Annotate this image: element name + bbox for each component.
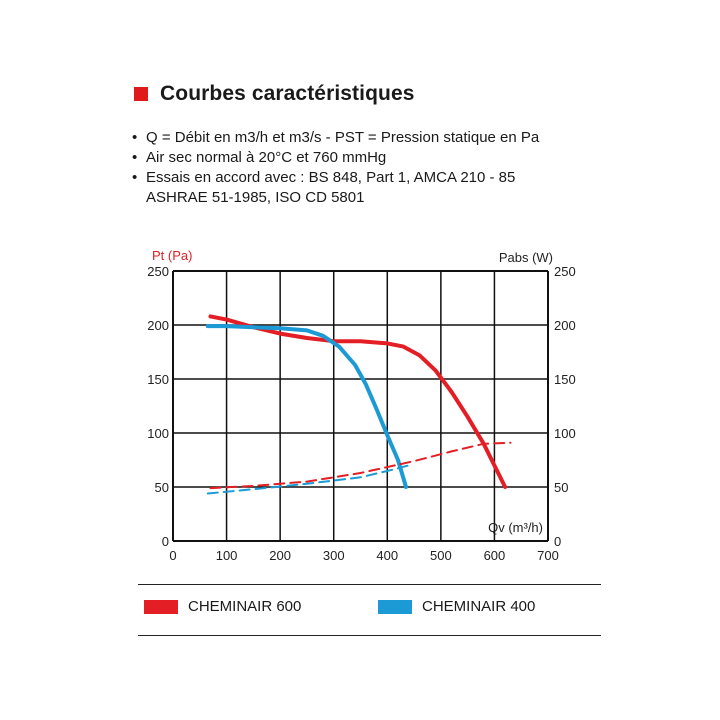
x-tick-label: 200 bbox=[269, 548, 291, 563]
y-tick-label-right: 250 bbox=[554, 264, 576, 279]
red-square-icon bbox=[134, 87, 148, 101]
note-text: Essais en accord avec : BS 848, Part 1, … bbox=[146, 169, 516, 186]
x-tick-label: 500 bbox=[430, 548, 452, 563]
bullet-icon: • bbox=[132, 169, 138, 186]
power-curve bbox=[206, 464, 410, 495]
note-text: Air sec normal à 20°C et 760 mmHg bbox=[146, 149, 387, 166]
legend-label: CHEMINAIR 400 bbox=[422, 598, 536, 615]
y-tick-label-right: 100 bbox=[554, 426, 576, 441]
legend-swatch bbox=[144, 599, 178, 614]
x-tick-label: 700 bbox=[537, 548, 559, 563]
x-tick-label: 0 bbox=[169, 548, 176, 563]
y-axis-label-left: Pt (Pa) bbox=[152, 248, 192, 263]
y-tick-label-left: 150 bbox=[147, 372, 169, 387]
x-tick-label: 300 bbox=[323, 548, 345, 563]
y-tick-label-left: 250 bbox=[147, 264, 169, 279]
page-title: Courbes caractéristiques bbox=[160, 82, 415, 105]
legend-swatch bbox=[378, 599, 412, 614]
x-tick-label: 100 bbox=[216, 548, 238, 563]
note-text: Q = Débit en m3/h et m3/s - PST = Pressi… bbox=[146, 129, 540, 146]
y-tick-label-right: 0 bbox=[554, 534, 561, 549]
chart-series bbox=[205, 314, 512, 495]
bullet-icon: • bbox=[132, 149, 138, 166]
y-tick-label-right: 150 bbox=[554, 372, 576, 387]
axis-labels: Pt (Pa) Pabs (W) Qv (m³/h) bbox=[152, 248, 553, 535]
y-axis-label-right: Pabs (W) bbox=[499, 250, 553, 265]
y-tick-label-left: 50 bbox=[155, 480, 169, 495]
bullet-icon: • bbox=[132, 129, 138, 146]
y-tick-label-left: 200 bbox=[147, 318, 169, 333]
pressure-curve bbox=[205, 324, 408, 489]
pressure-curve bbox=[208, 314, 508, 489]
x-axis-label: Qv (m³/h) bbox=[488, 520, 543, 535]
legend: CHEMINAIR 600 CHEMINAIR 400 bbox=[138, 584, 601, 636]
chart-grid bbox=[172, 270, 549, 542]
notes-list: • Q = Débit en m3/h et m3/s - PST = Press… bbox=[132, 128, 539, 208]
legend-label: CHEMINAIR 600 bbox=[188, 598, 302, 615]
note-item: • Air sec normal à 20°C et 760 mmHg bbox=[132, 148, 539, 168]
power-curve bbox=[209, 441, 512, 490]
note-item: • Essais en accord avec : BS 848, Part 1,… bbox=[132, 168, 539, 188]
y-tick-label-left: 0 bbox=[162, 534, 169, 549]
legend-item: CHEMINAIR 400 bbox=[378, 598, 535, 615]
x-tick-label: 600 bbox=[484, 548, 506, 563]
y-tick-label-right: 50 bbox=[554, 480, 568, 495]
y-tick-label-right: 200 bbox=[554, 318, 576, 333]
y-tick-label-left: 100 bbox=[147, 426, 169, 441]
note-item: • Q = Débit en m3/h et m3/s - PST = Press… bbox=[132, 128, 539, 148]
note-continuation: ASHRAE 51-1985, ISO CD 5801 bbox=[146, 189, 365, 206]
legend-item: CHEMINAIR 600 bbox=[144, 598, 301, 615]
x-tick-label: 400 bbox=[376, 548, 398, 563]
section-heading: Courbes caractéristiques bbox=[134, 82, 415, 106]
